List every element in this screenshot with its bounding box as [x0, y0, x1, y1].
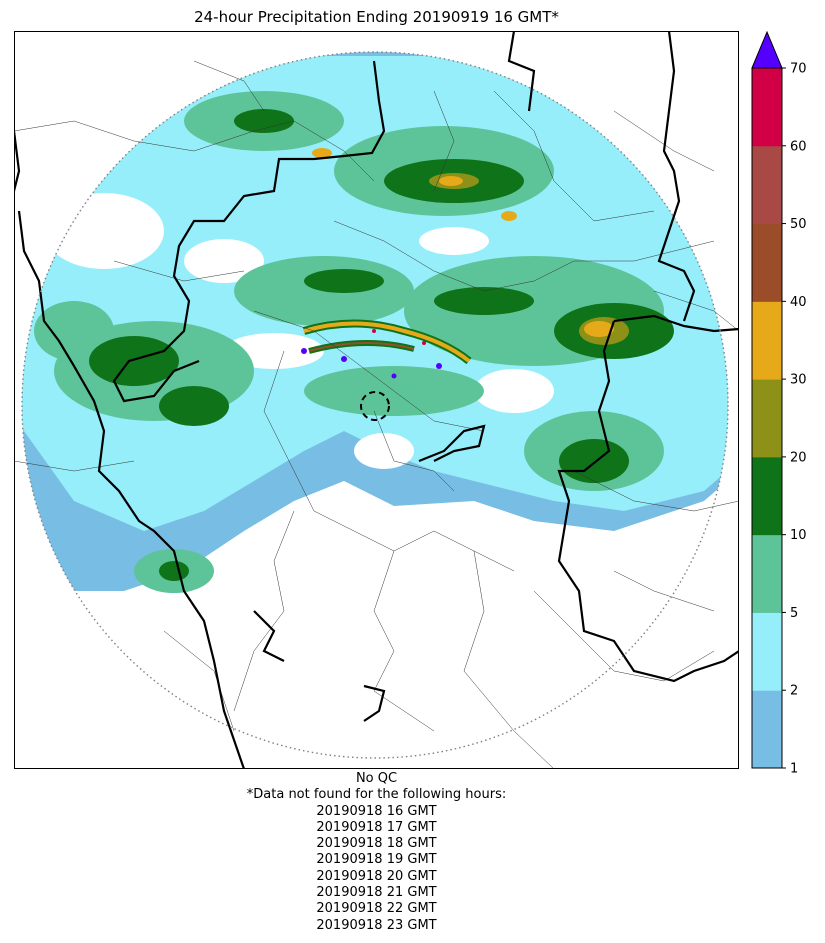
- colorbar-tick-label: 30: [790, 373, 807, 388]
- precip-intense-band: [301, 319, 472, 379]
- missing-hour: 20190918 19 GMT: [316, 852, 437, 868]
- missing-hour: 20190918 23 GMT: [316, 917, 437, 933]
- precipitation-colorbar: 1 2 5 10 20 30 40 50 60 70: [750, 30, 825, 777]
- national-borders: [14, 31, 739, 769]
- missing-hour: 20190918 16 GMT: [316, 803, 437, 819]
- missing-hour: 20190918 22 GMT: [316, 901, 437, 917]
- missing-hour: 20190918 20 GMT: [316, 868, 437, 884]
- missing-hour: 20190918 21 GMT: [316, 885, 437, 901]
- colorbar-bin: [752, 456, 782, 536]
- missing-hour: 20190918 18 GMT: [316, 836, 437, 852]
- colorbar-tick-label: 70: [790, 62, 807, 77]
- colorbar-tick-label: 20: [790, 450, 807, 465]
- colorbar-tick-label: 50: [790, 217, 807, 232]
- colorbar-tick-label: 2: [790, 684, 798, 699]
- colorbar-bin: [752, 690, 782, 769]
- no-precip-gap: [184, 239, 264, 283]
- no-precip-gap: [474, 369, 554, 413]
- missing-hour: 20190918 17 GMT: [316, 819, 437, 835]
- precipitation-field: [22, 52, 728, 593]
- colorbar-bin: [752, 223, 782, 302]
- precipitation-map: [14, 31, 739, 769]
- colorbar-tick-label: 1: [790, 762, 798, 776]
- radar-range-ring: [21, 51, 729, 759]
- colorbar-tick-label: 5: [790, 606, 798, 621]
- colorbar-tick-label: 60: [790, 139, 807, 154]
- no-precip-gap: [419, 227, 489, 255]
- precip-20-40-cores: [312, 148, 629, 345]
- radar-center-marker: [360, 391, 390, 421]
- map-title: 24-hour Precipitation Ending 20190919 16…: [194, 8, 559, 26]
- colorbar-bin: [752, 379, 782, 458]
- colorbar-bin: [752, 612, 782, 691]
- colorbar-tick-label: 10: [790, 528, 807, 543]
- colorbar-bin: [752, 534, 782, 613]
- map-footer: No QC *Data not found for the following …: [14, 771, 739, 934]
- map-frame: [14, 31, 739, 769]
- qc-note: No QC: [355, 771, 398, 786]
- colorbar-bin: [752, 301, 782, 380]
- missing-data-note: *Data not found for the following hours:: [246, 787, 507, 803]
- colorbar-tick-label: 40: [790, 295, 807, 310]
- colorbar-bin: [752, 68, 782, 147]
- no-precip-gap: [354, 433, 414, 469]
- colorbar-extend-arrow: [751, 30, 783, 69]
- colorbar-frame: [751, 67, 783, 769]
- internal-borders: [14, 60, 739, 769]
- colorbar-bin: [752, 145, 782, 225]
- no-precip-gap: [44, 193, 164, 269]
